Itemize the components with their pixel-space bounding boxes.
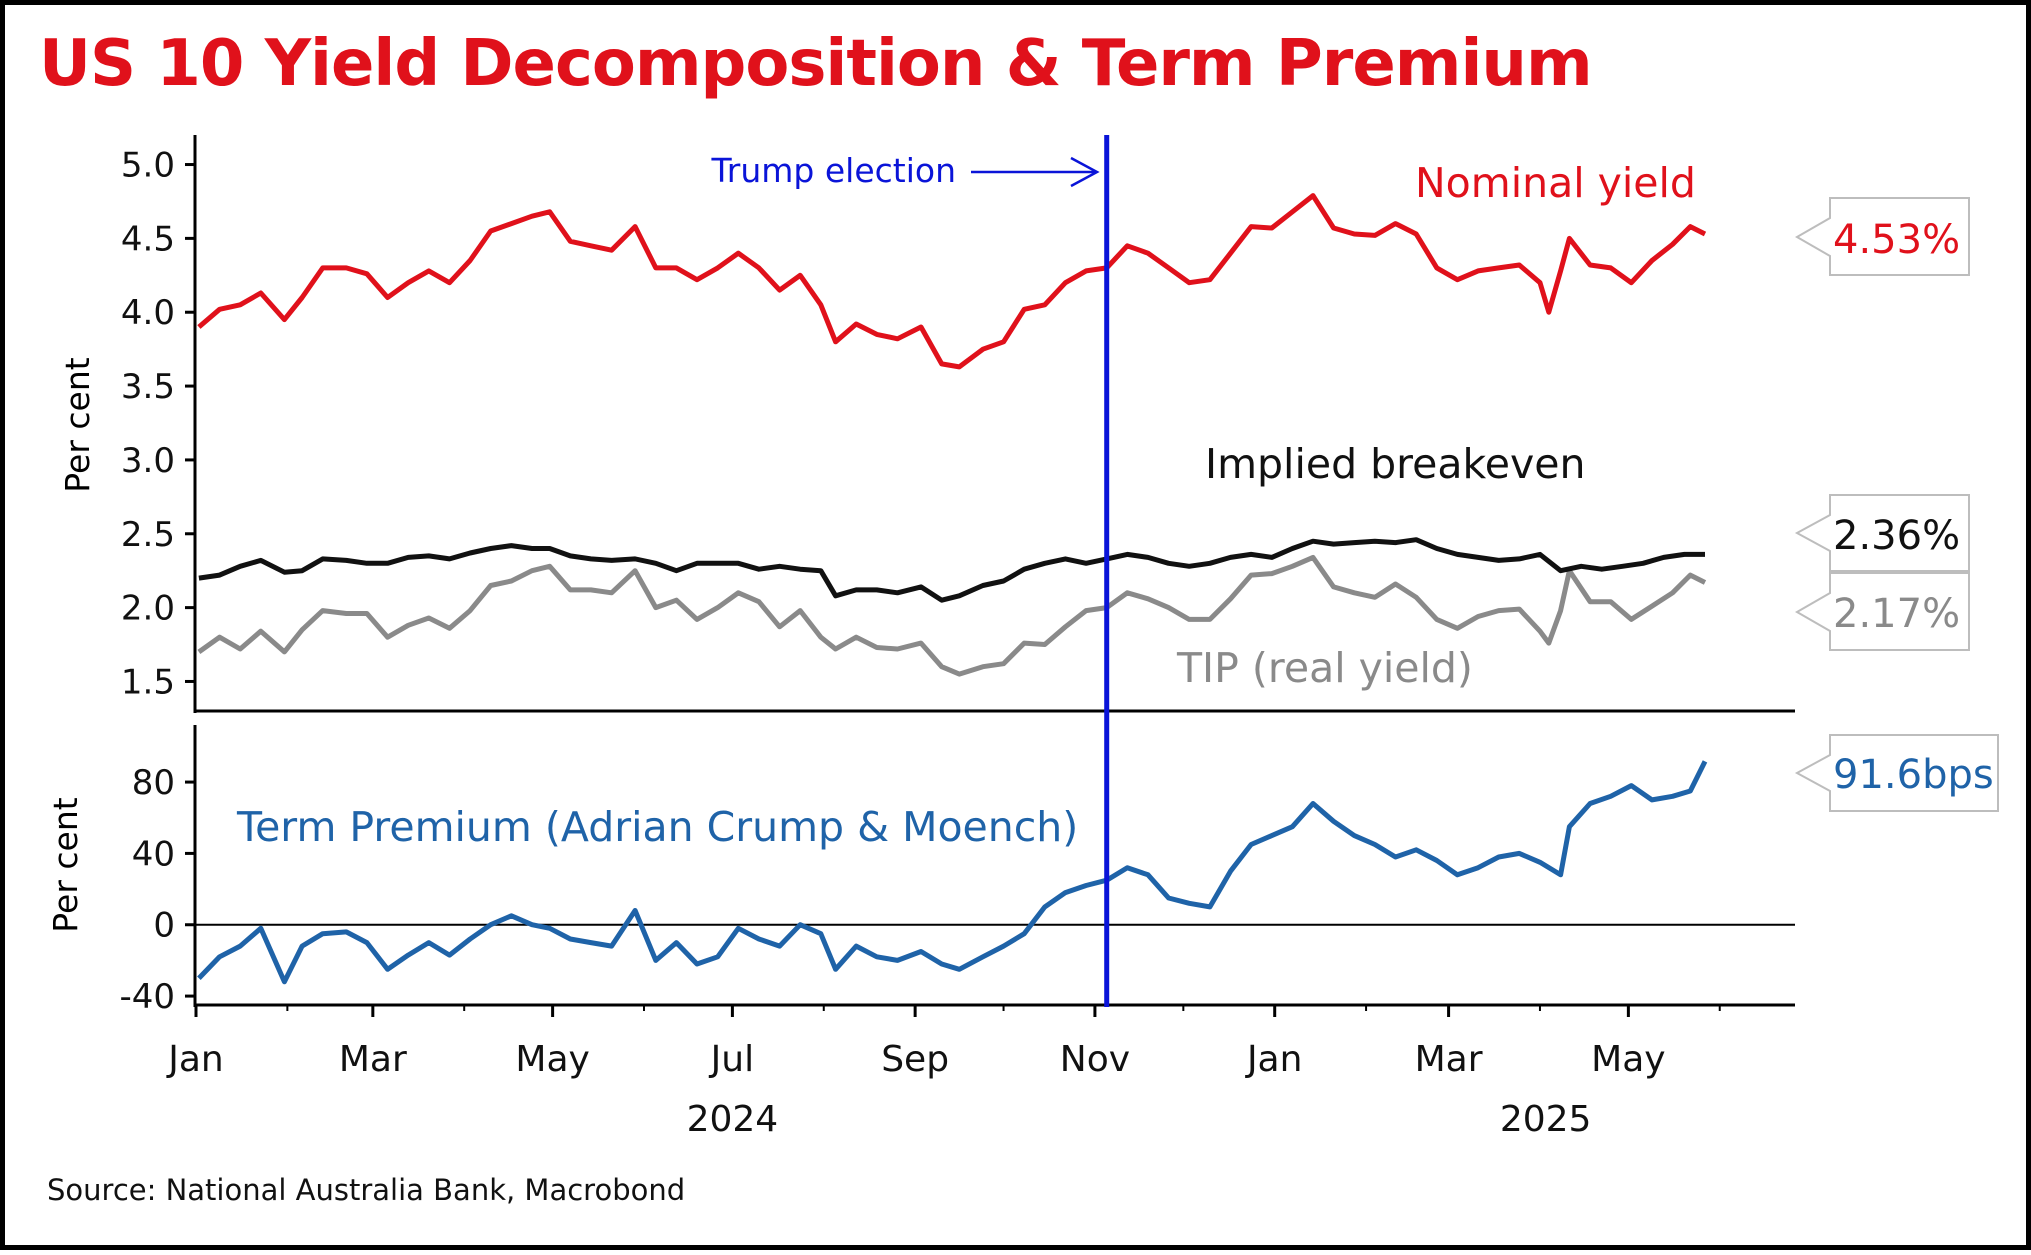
top-y-tick-label: 1.5 (121, 662, 175, 702)
source-note: Source: National Australia Bank, Macrobo… (47, 1173, 686, 1207)
x-tick-label: May (515, 1039, 589, 1080)
bottom-y-tick-label: 0 (153, 906, 175, 946)
x-tick-label: Mar (1415, 1039, 1483, 1080)
series-nominal-yield-line (197, 193, 1707, 370)
label-term-premium: Term Premium (Adrian Crump & Moench) (236, 803, 1078, 851)
label-nominal-yield: Nominal yield (1415, 159, 1696, 207)
x-tick-label: Jan (166, 1039, 224, 1080)
x-year-label: 2024 (687, 1099, 779, 1140)
callout-nominal: 4.53% (1794, 197, 1970, 276)
callout-breakeven: 2.36% (1794, 494, 1970, 572)
callout-tip: 2.17% (1794, 572, 1970, 651)
top-y-ticks: 5.0 4.5 4.0 3.5 3.0 2.5 2.0 1.5 (121, 146, 195, 702)
bottom-series-group (197, 760, 1708, 985)
x-tick-label: Nov (1060, 1039, 1130, 1080)
callout-term-premium-value: 91.6bps (1833, 752, 1994, 798)
top-y-tick-label: 3.5 (121, 367, 175, 407)
series-implied-breakeven-line (198, 537, 1705, 603)
top-y-tick-label: 4.5 (121, 219, 175, 259)
bottom-y-ticks: 80 40 0 -40 (119, 763, 195, 1017)
bottom-y-tick-label: -40 (119, 977, 175, 1017)
series-tip-real-yield-line (197, 554, 1707, 677)
callout-term-premium: 91.6bps (1794, 734, 1999, 812)
bottom-y-tick-label: 40 (132, 834, 175, 874)
top-y-tick-label: 2.5 (121, 515, 175, 555)
top-series-group (197, 193, 1707, 677)
bottom-y-axis-label: Per cent (46, 797, 85, 932)
top-y-axis-label: Per cent (58, 357, 97, 492)
x-year-label: 2025 (1500, 1099, 1592, 1140)
x-tick-label: Sep (881, 1039, 949, 1080)
callout-tip-value: 2.17% (1833, 591, 1960, 637)
top-y-tick-label: 2.0 (121, 589, 175, 629)
election-label: Trump election (710, 151, 956, 190)
x-tick-label: Jan (1245, 1039, 1303, 1080)
bottom-panel: 80 40 0 -40 Per cent (46, 725, 1795, 1017)
top-y-tick-label: 3.0 (121, 441, 175, 481)
top-y-tick-label: 5.0 (121, 146, 175, 186)
x-ticks: Jan Mar May Jul Sep Nov Jan Mar May 2024 2025 (166, 1005, 1721, 1140)
x-tick-label: Mar (339, 1039, 407, 1080)
chart-title: US 10 Yield Decomposition & Term Premium (39, 27, 1593, 101)
chart-svg: 5.0 4.5 4.0 3.5 3.0 2.5 2.0 1.5 Per cent 80 40 0 -… (46, 135, 1999, 1140)
bottom-y-tick-label: 80 (132, 763, 175, 803)
label-tip-real-yield: TIP (real yield) (1176, 644, 1473, 692)
x-tick-label: Jul (709, 1039, 754, 1080)
x-tick-label: May (1591, 1039, 1665, 1080)
series-term-premium-line (197, 760, 1708, 985)
top-y-tick-label: 4.0 (121, 293, 175, 333)
election-arrow (971, 156, 1100, 188)
top-panel: 5.0 4.5 4.0 3.5 3.0 2.5 2.0 1.5 Per cent (58, 135, 1795, 713)
callout-breakeven-value: 2.36% (1833, 513, 1960, 559)
label-implied-breakeven: Implied breakeven (1205, 440, 1585, 488)
callout-nominal-value: 4.53% (1833, 217, 1960, 263)
